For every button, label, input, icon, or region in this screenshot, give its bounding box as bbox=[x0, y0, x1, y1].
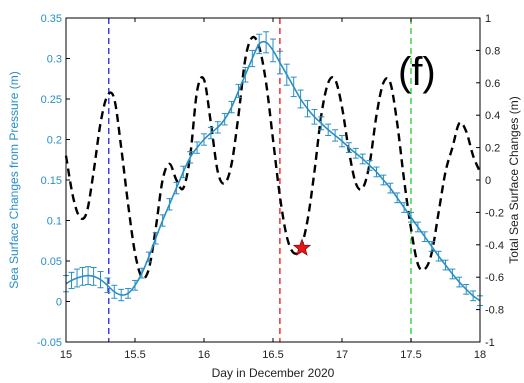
x-tick-label: 16.5 bbox=[262, 349, 283, 361]
y-right-tick-label: 0.4 bbox=[485, 110, 500, 122]
pressure-series-line bbox=[65, 40, 481, 302]
y-axis-right-label: Total Sea Surface Changes (m) bbox=[507, 96, 521, 263]
x-axis-label: Day in December 2020 bbox=[212, 366, 335, 380]
y-left-tick-label: 0.15 bbox=[41, 175, 62, 187]
x-tick-label: 17.5 bbox=[400, 349, 421, 361]
y-right-tick-label: -1 bbox=[485, 337, 495, 349]
y-left-tick-label: 0 bbox=[56, 297, 62, 309]
total-series bbox=[64, 35, 482, 280]
y-axis-left-label: Sea Surface Changes from Pressure (m) bbox=[7, 71, 21, 288]
y-left-tick-label: 0.3 bbox=[47, 54, 62, 66]
y-axis-left: -0.05 0 0.05 0.1 0.15 0.2 0.25 0.3 0.35 bbox=[37, 13, 70, 349]
y-left-tick-label: -0.05 bbox=[37, 337, 62, 349]
x-axis: 15 15.5 16 16.5 17 17.5 18 bbox=[60, 18, 486, 361]
y-right-tick-label: 0 bbox=[485, 175, 491, 187]
y-right-tick-label: 0.6 bbox=[485, 78, 500, 90]
y-right-tick-label: 0.2 bbox=[485, 143, 500, 155]
y-right-tick-label: -0.8 bbox=[485, 305, 504, 317]
y-left-tick-label: 0.25 bbox=[41, 94, 62, 106]
total-series-line bbox=[64, 35, 482, 280]
y-left-tick-label: 0.1 bbox=[47, 216, 62, 228]
y-right-tick-label: 0.8 bbox=[485, 45, 500, 57]
y-axis-right: -1 -0.8 -0.6 -0.4 -0.2 0 0.2 0.4 0.6 0.8 1 bbox=[476, 13, 504, 349]
x-tick-label: 18 bbox=[474, 349, 486, 361]
y-right-tick-label: -0.6 bbox=[485, 272, 504, 284]
y-left-tick-label: 0.35 bbox=[41, 13, 62, 25]
panel-label: (f) bbox=[398, 50, 436, 94]
x-tick-label: 16 bbox=[198, 349, 210, 361]
pressure-series bbox=[63, 31, 483, 307]
y-left-tick-label: 0.05 bbox=[41, 256, 62, 268]
y-right-tick-label: 1 bbox=[485, 13, 491, 25]
marker-layer bbox=[292, 238, 312, 256]
x-tick-label: 15.5 bbox=[124, 349, 145, 361]
x-tick-label: 17 bbox=[336, 349, 348, 361]
y-left-tick-label: 0.2 bbox=[47, 135, 62, 147]
x-tick-label: 15 bbox=[60, 349, 72, 361]
y-right-tick-label: -0.4 bbox=[485, 240, 504, 252]
y-right-tick-label: -0.2 bbox=[485, 207, 504, 219]
star-marker bbox=[292, 238, 312, 256]
